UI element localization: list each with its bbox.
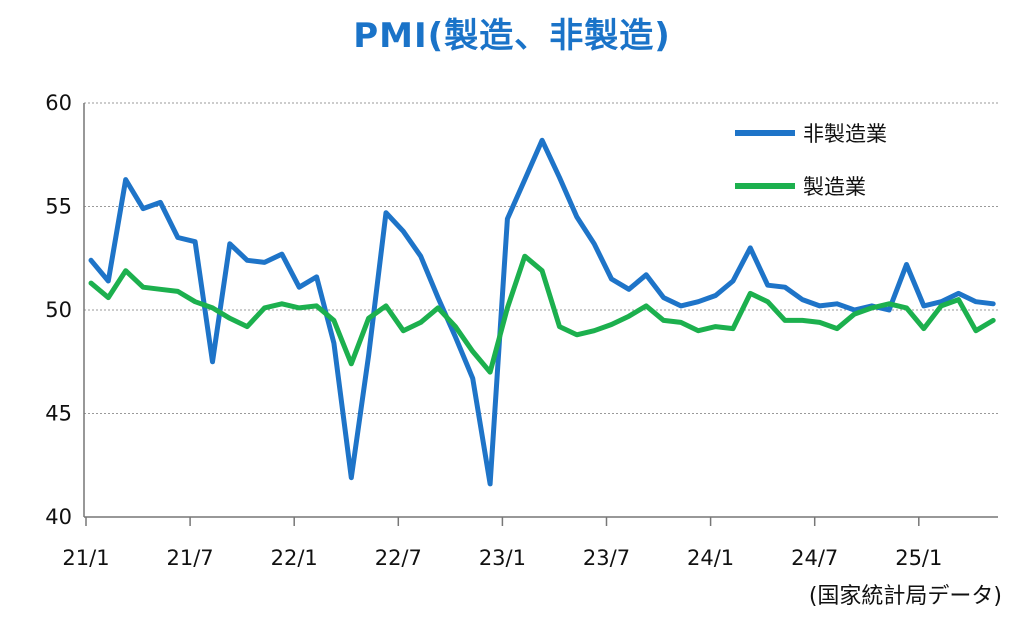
y-tick-label: 60 [45, 91, 72, 115]
x-tick-label: 21/1 [62, 546, 109, 570]
data-source-note: (国家統計局データ) [808, 584, 1002, 609]
legend-label-0: 非製造業 [803, 122, 887, 146]
grid-lines [84, 102, 998, 414]
series-line-1 [88, 253, 996, 375]
axes [83, 103, 998, 518]
x-tick-label: 23/7 [583, 546, 630, 570]
y-tick-label: 50 [45, 298, 72, 322]
x-axis-ticks: 21/1 21/7 22/1 22/7 23/1 23/7 24/1 24/7 25/1 [62, 517, 942, 570]
x-tick-label: 22/7 [375, 546, 422, 570]
x-tick-label: 24/1 [687, 546, 734, 570]
series-lines [88, 137, 996, 487]
y-tick-label: 45 [45, 402, 72, 426]
legend-label-1: 製造業 [803, 175, 866, 199]
x-tick-label: 24/7 [791, 546, 838, 570]
x-tick-label: 25/1 [895, 546, 942, 570]
y-tick-label: 40 [45, 505, 72, 529]
y-axis-ticks: 40 45 50 55 60 [45, 91, 72, 529]
x-tick-label: 22/1 [271, 546, 318, 570]
x-tick-label: 21/7 [167, 546, 214, 570]
x-tick-label: 23/1 [479, 546, 526, 570]
chart-title: PMI(製造、非製造) [353, 16, 671, 56]
y-tick-label: 55 [45, 195, 72, 219]
series-line-0 [88, 137, 996, 487]
